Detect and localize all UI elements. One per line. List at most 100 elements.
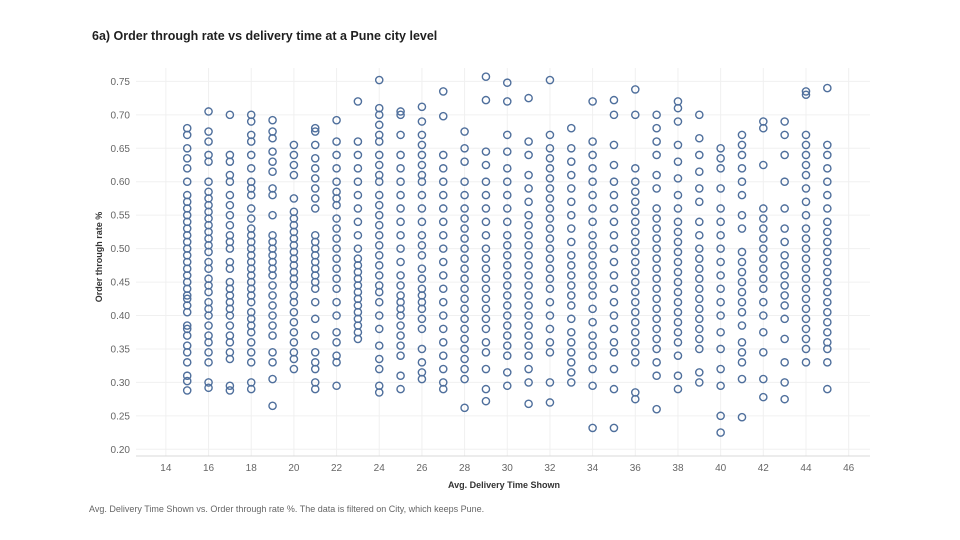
scatter-point: [695, 184, 704, 193]
scatter-point: [545, 154, 555, 163]
scatter-point: [417, 264, 427, 273]
scatter-point: [225, 110, 235, 120]
scatter-point: [417, 102, 427, 112]
scatter-point: [630, 388, 640, 397]
scatter-point: [673, 384, 683, 394]
scatter-point: [695, 264, 704, 273]
scatter-point: [332, 381, 341, 391]
scatter-point: [396, 130, 405, 140]
x-tick-label: 24: [374, 463, 386, 474]
scatter-point: [630, 110, 640, 120]
scatter-point: [716, 344, 725, 354]
scatter-point: [481, 294, 491, 304]
scatter-point: [417, 170, 427, 180]
scatter-point: [310, 358, 320, 367]
scatter-point: [609, 177, 619, 187]
scatter-point: [652, 123, 661, 133]
scatter-point: [417, 284, 427, 294]
scatter-point: [417, 204, 427, 213]
scatter-point: [268, 115, 277, 125]
scatter-point: [695, 284, 704, 294]
scatter-point: [481, 254, 491, 263]
scatter-point: [225, 210, 235, 220]
scatter-point: [332, 177, 341, 187]
scatter-point: [630, 277, 640, 287]
scatter-point: [630, 177, 640, 187]
scatter-point: [246, 224, 256, 233]
scatter-point: [289, 150, 299, 160]
scatter-point: [780, 291, 789, 300]
scatter-point: [524, 321, 533, 330]
scatter-point: [695, 133, 704, 143]
scatter-point: [566, 210, 576, 220]
scatter-point: [695, 197, 704, 207]
scatter-point: [246, 177, 256, 187]
scatter-point: [780, 261, 789, 270]
scatter-point: [759, 392, 768, 402]
scatter-point: [438, 150, 448, 160]
scatter-point: [332, 224, 341, 233]
x-tick-label: 30: [502, 463, 514, 474]
scatter-point: [673, 297, 683, 307]
scatter-point: [374, 150, 384, 160]
scatter-point: [630, 85, 640, 94]
scatter-point: [246, 110, 256, 120]
scatter-point: [481, 217, 491, 227]
chart-caption: Avg. Delivery Time Shown vs. Order throu…: [89, 504, 485, 514]
x-tick-label: 42: [758, 463, 770, 474]
scatter-point: [481, 147, 491, 156]
scatter-point: [609, 140, 619, 150]
scatter-point: [566, 348, 576, 357]
scatter-point: [438, 257, 448, 267]
scatter-point: [225, 257, 235, 267]
scatter-point: [652, 294, 661, 304]
scatter-point: [780, 177, 789, 187]
scatter-point: [695, 254, 704, 263]
scatter-point: [460, 214, 469, 223]
scatter-point: [524, 281, 533, 290]
scatter-point: [780, 204, 789, 213]
scatter-point: [566, 368, 576, 377]
scatter-point: [673, 337, 683, 347]
scatter-point: [716, 154, 725, 163]
scatter-point: [438, 217, 448, 227]
scatter-point: [374, 341, 384, 350]
scatter-point: [417, 117, 427, 126]
scatter-point: [759, 284, 768, 294]
scatter-point: [524, 150, 533, 160]
scatter-point: [780, 237, 789, 247]
scatter-point: [780, 314, 789, 324]
scatter-point: [524, 311, 533, 320]
scatter-point: [353, 204, 363, 213]
scatter-point: [801, 210, 811, 220]
scatter-point: [182, 358, 192, 367]
scatter-point: [524, 301, 533, 310]
x-tick-label: 22: [331, 463, 343, 474]
scatter-point: [481, 230, 491, 240]
scatter-point: [246, 348, 256, 357]
scatter-point: [374, 281, 384, 290]
y-tick-label: 0.20: [111, 445, 131, 456]
scatter-point: [801, 140, 811, 150]
scatter-point: [502, 164, 512, 173]
x-tick-label: 36: [630, 463, 642, 474]
y-tick-label: 0.35: [111, 344, 131, 355]
scatter-point: [438, 297, 448, 307]
scatter-point: [716, 381, 725, 391]
scatter-point: [566, 237, 576, 247]
scatter-point: [652, 234, 661, 243]
scatter-point: [695, 378, 704, 387]
scatter-point: [310, 164, 320, 173]
scatter-point: [652, 254, 661, 263]
scatter-point: [204, 358, 213, 367]
scatter-point: [481, 348, 491, 357]
scatter-point: [545, 284, 555, 294]
scatter-point: [310, 297, 320, 307]
scatter-point: [545, 254, 555, 263]
scatter-point: [566, 358, 576, 367]
scatter-point: [332, 297, 341, 307]
scatter-point: [374, 240, 384, 250]
scatter-point: [460, 314, 469, 324]
scatter-point: [609, 271, 619, 280]
scatter-point: [481, 72, 491, 81]
